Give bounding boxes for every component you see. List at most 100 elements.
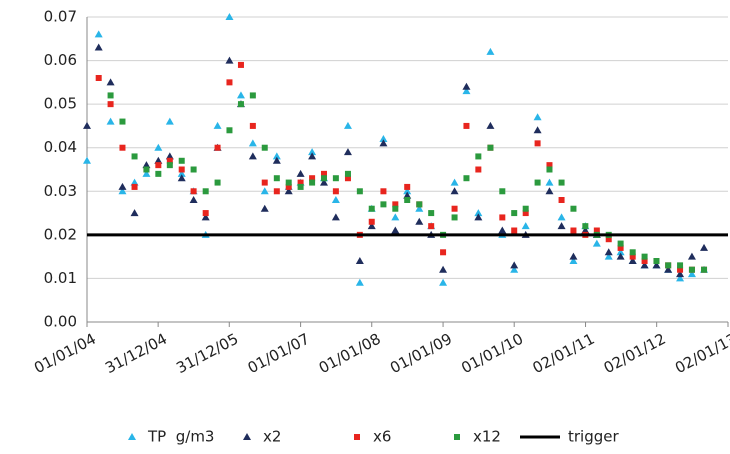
point	[641, 258, 648, 264]
point	[106, 117, 115, 125]
point	[701, 266, 708, 273]
point	[320, 170, 327, 177]
point	[604, 248, 613, 256]
point	[475, 153, 482, 160]
point	[380, 201, 387, 208]
point	[617, 244, 624, 251]
point	[261, 179, 268, 186]
point	[272, 156, 281, 164]
legend-label: x6	[373, 428, 391, 446]
point	[403, 187, 412, 195]
point	[332, 188, 339, 195]
x-tick-label: 01/01/07	[245, 330, 313, 378]
point	[119, 144, 126, 151]
y-tick-label: 0.07	[44, 8, 77, 26]
point	[617, 240, 624, 247]
point	[557, 222, 566, 230]
point	[557, 213, 566, 221]
point	[285, 179, 292, 186]
point	[107, 101, 114, 108]
legend-label: trigger	[568, 428, 619, 446]
point	[593, 227, 600, 234]
point	[119, 118, 126, 125]
point	[94, 30, 103, 38]
y-tick-label: 0.00	[44, 313, 77, 331]
point	[355, 257, 364, 264]
x-tick-label: 01/01/04	[31, 330, 99, 378]
point	[177, 174, 186, 182]
point	[462, 82, 471, 90]
point	[344, 175, 351, 182]
legend-swatch	[128, 433, 136, 440]
point	[166, 157, 173, 164]
point	[343, 148, 352, 156]
point	[118, 182, 127, 190]
point	[475, 166, 482, 173]
point	[379, 139, 388, 147]
point	[368, 205, 375, 212]
point	[379, 135, 388, 142]
point	[309, 175, 316, 182]
x-tick-label: 02/01/11	[530, 330, 598, 378]
point	[94, 43, 103, 51]
point	[462, 87, 471, 95]
point	[106, 78, 115, 86]
x-tick-label: 31/12/04	[102, 330, 170, 378]
point	[582, 223, 589, 230]
point	[558, 179, 565, 186]
point	[260, 187, 269, 195]
point	[297, 179, 304, 186]
point	[249, 122, 256, 129]
point	[190, 166, 197, 173]
point	[107, 92, 114, 99]
point	[130, 209, 139, 217]
point	[463, 175, 470, 182]
point	[332, 175, 339, 182]
point	[177, 169, 186, 177]
point	[499, 214, 506, 221]
point	[155, 162, 162, 169]
point	[260, 204, 269, 212]
legend-label: x12	[473, 428, 501, 446]
point	[214, 179, 221, 186]
point	[308, 152, 317, 160]
point	[404, 197, 411, 203]
point	[202, 210, 209, 217]
point	[581, 226, 590, 234]
x-tick-label: 31/12/05	[173, 330, 241, 378]
point	[404, 183, 411, 190]
point	[297, 183, 304, 190]
point	[403, 191, 412, 199]
point	[273, 175, 280, 182]
point	[486, 47, 495, 55]
point	[700, 243, 709, 251]
point	[225, 13, 234, 20]
point	[367, 222, 376, 230]
point	[451, 214, 458, 221]
point	[474, 209, 483, 217]
point	[261, 144, 268, 151]
point	[214, 144, 221, 151]
point	[272, 152, 281, 160]
point	[487, 144, 494, 151]
point	[439, 278, 448, 286]
point	[687, 252, 696, 260]
point	[533, 113, 542, 121]
point	[558, 197, 565, 203]
point	[83, 121, 91, 129]
point	[450, 178, 459, 186]
point	[415, 217, 424, 225]
point	[533, 126, 542, 134]
point	[570, 227, 577, 234]
point	[522, 210, 529, 217]
point	[165, 117, 174, 125]
point	[391, 213, 400, 221]
point	[284, 187, 293, 195]
point	[154, 143, 163, 151]
point	[368, 218, 375, 225]
point	[225, 56, 234, 64]
point	[226, 127, 233, 134]
point	[511, 210, 518, 217]
point	[131, 183, 138, 190]
